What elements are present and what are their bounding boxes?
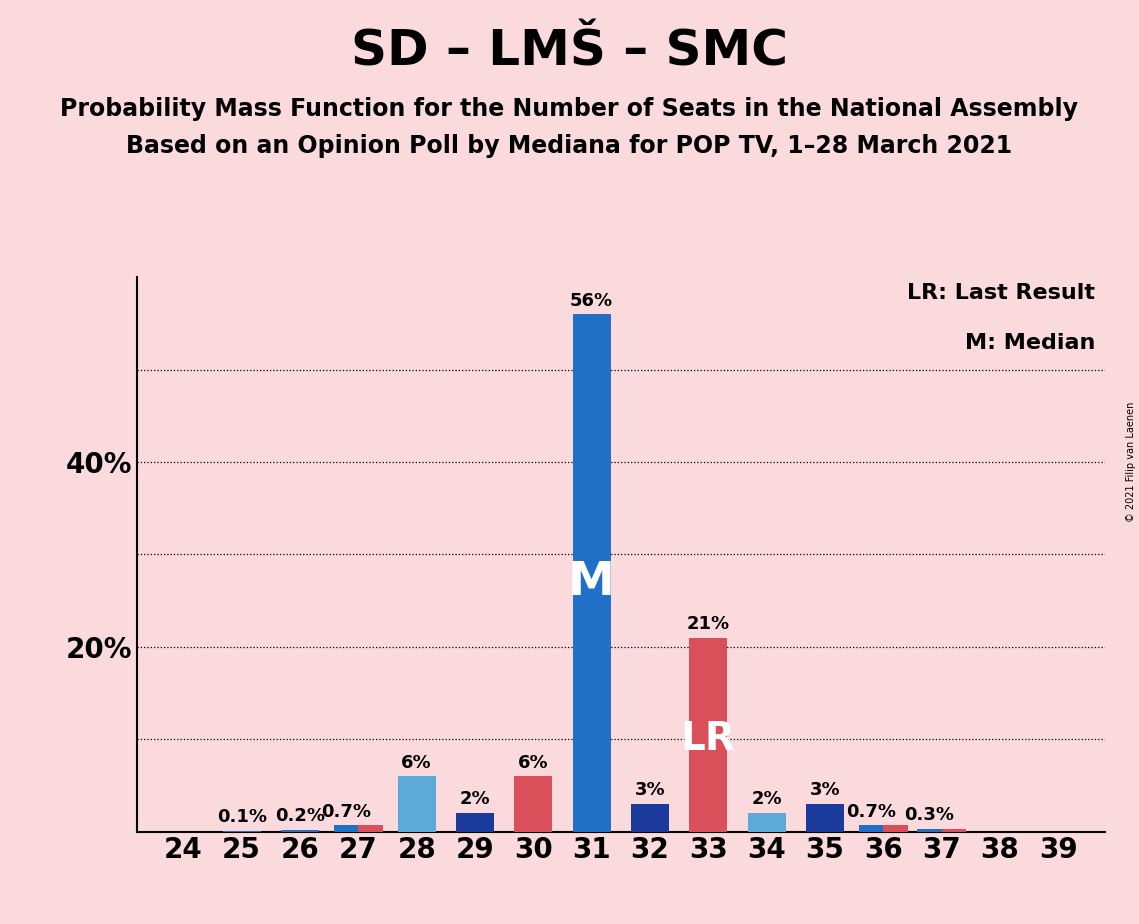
Text: 2%: 2% — [752, 791, 781, 808]
Text: 2%: 2% — [460, 791, 490, 808]
Bar — [917, 829, 942, 832]
Bar — [223, 831, 261, 832]
Bar — [398, 776, 435, 832]
Text: 6%: 6% — [401, 754, 432, 772]
Bar — [281, 830, 319, 832]
Text: 3%: 3% — [810, 782, 841, 799]
Text: 0.1%: 0.1% — [216, 808, 267, 826]
Bar — [942, 829, 966, 832]
Bar — [859, 825, 883, 832]
Text: 56%: 56% — [570, 292, 613, 310]
Bar — [747, 813, 786, 832]
Text: Based on an Opinion Poll by Mediana for POP TV, 1–28 March 2021: Based on an Opinion Poll by Mediana for … — [126, 134, 1013, 158]
Bar — [573, 314, 611, 832]
Text: LR: Last Result: LR: Last Result — [907, 283, 1095, 303]
Bar — [883, 825, 908, 832]
Bar — [631, 804, 669, 832]
Text: M: Median: M: Median — [965, 333, 1095, 353]
Bar — [515, 776, 552, 832]
Text: 3%: 3% — [634, 782, 665, 799]
Text: 21%: 21% — [687, 615, 730, 633]
Text: © 2021 Filip van Laenen: © 2021 Filip van Laenen — [1126, 402, 1136, 522]
Text: 0.7%: 0.7% — [846, 803, 896, 821]
Bar — [456, 813, 494, 832]
Text: LR: LR — [681, 720, 736, 759]
Text: 6%: 6% — [518, 754, 549, 772]
Text: 0.3%: 0.3% — [904, 807, 954, 824]
Bar — [806, 804, 844, 832]
Bar — [334, 825, 359, 832]
Text: SD – LMŠ – SMC: SD – LMŠ – SMC — [351, 28, 788, 76]
Text: Probability Mass Function for the Number of Seats in the National Assembly: Probability Mass Function for the Number… — [60, 97, 1079, 121]
Text: 0.2%: 0.2% — [274, 808, 325, 825]
Text: M: M — [568, 560, 615, 604]
Bar — [359, 825, 383, 832]
Bar — [689, 638, 727, 832]
Text: 0.7%: 0.7% — [321, 803, 371, 821]
